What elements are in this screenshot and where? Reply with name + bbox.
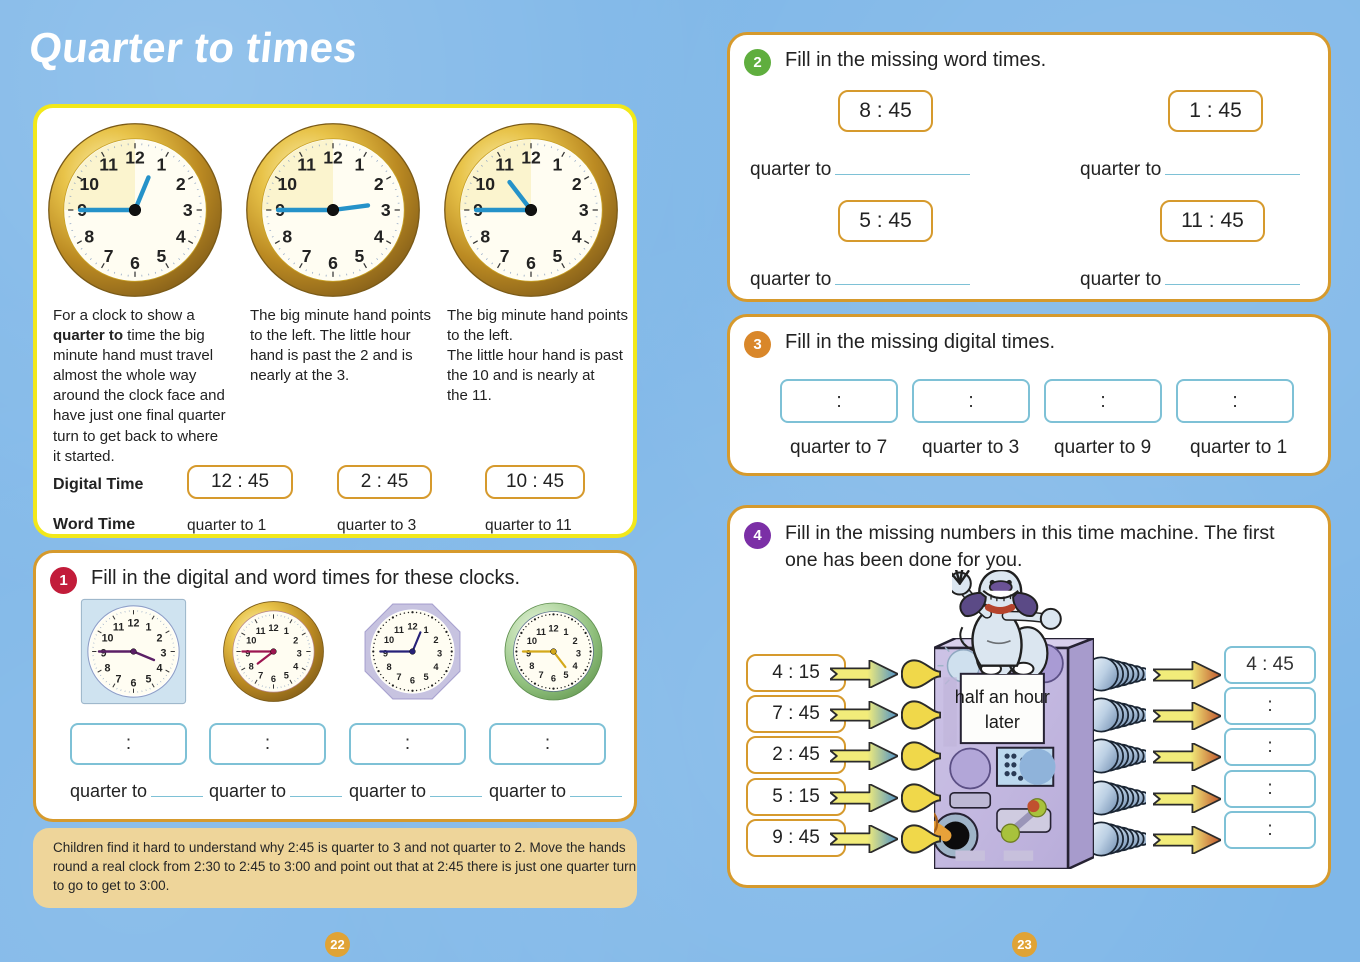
svg-text:5: 5 — [146, 673, 152, 685]
svg-text:3: 3 — [437, 648, 442, 658]
svg-text:4: 4 — [572, 227, 582, 247]
svg-text:2: 2 — [374, 174, 384, 194]
svg-text:7: 7 — [104, 246, 114, 266]
svg-text:6: 6 — [130, 253, 140, 273]
svg-text:10: 10 — [102, 633, 114, 645]
svg-text:11: 11 — [495, 154, 514, 174]
svg-text:7: 7 — [538, 670, 543, 680]
svg-text:8: 8 — [84, 227, 94, 247]
svg-text:9: 9 — [101, 647, 107, 659]
svg-text:5: 5 — [423, 672, 428, 682]
svg-text:6: 6 — [526, 253, 536, 273]
svg-text:4: 4 — [293, 661, 299, 671]
svg-text:3: 3 — [381, 200, 391, 220]
svg-text:4: 4 — [156, 662, 162, 674]
svg-text:4: 4 — [176, 227, 186, 247]
svg-text:8: 8 — [249, 661, 254, 671]
svg-text:2: 2 — [433, 635, 438, 645]
svg-text:7: 7 — [258, 671, 263, 681]
svg-text:11: 11 — [113, 622, 124, 634]
svg-text:1: 1 — [284, 626, 289, 636]
svg-text:10: 10 — [246, 636, 256, 646]
svg-text:5: 5 — [157, 246, 167, 266]
svg-text:8: 8 — [386, 662, 391, 672]
svg-text:5: 5 — [284, 671, 289, 681]
svg-text:1: 1 — [423, 625, 428, 635]
svg-text:9: 9 — [526, 648, 531, 658]
svg-text:7: 7 — [302, 246, 312, 266]
svg-text:5: 5 — [355, 246, 365, 266]
svg-text:8: 8 — [282, 227, 292, 247]
svg-text:8: 8 — [529, 661, 534, 671]
svg-text:11: 11 — [256, 626, 266, 636]
svg-text:2: 2 — [176, 174, 186, 194]
svg-text:3: 3 — [579, 200, 589, 220]
svg-text:3: 3 — [297, 648, 302, 658]
svg-text:later: later — [985, 712, 1020, 732]
svg-text:6: 6 — [131, 677, 137, 689]
svg-text:9: 9 — [245, 648, 250, 658]
svg-text:10: 10 — [79, 174, 99, 194]
svg-text:2: 2 — [293, 636, 298, 646]
svg-text:8: 8 — [480, 227, 490, 247]
svg-text:12: 12 — [125, 147, 145, 167]
svg-text:10: 10 — [527, 636, 537, 646]
svg-text:4: 4 — [573, 661, 579, 671]
svg-text:10: 10 — [384, 635, 394, 645]
svg-text:half an hour: half an hour — [955, 687, 1050, 707]
svg-text:5: 5 — [553, 246, 563, 266]
svg-text:12: 12 — [268, 623, 278, 633]
svg-text:5: 5 — [563, 670, 568, 680]
svg-text:10: 10 — [277, 174, 297, 194]
svg-text:9: 9 — [383, 648, 388, 658]
svg-text:1: 1 — [355, 154, 365, 174]
svg-text:2: 2 — [573, 636, 578, 646]
svg-text:11: 11 — [297, 154, 316, 174]
svg-text:1: 1 — [157, 154, 167, 174]
svg-text:7: 7 — [396, 672, 401, 682]
svg-text:4: 4 — [374, 227, 384, 247]
svg-text:12: 12 — [521, 147, 541, 167]
svg-text:6: 6 — [410, 676, 415, 686]
svg-text:3: 3 — [160, 647, 166, 659]
svg-text:6: 6 — [328, 253, 338, 273]
svg-text:1: 1 — [146, 622, 152, 634]
svg-text:6: 6 — [551, 673, 556, 683]
svg-text:10: 10 — [475, 174, 495, 194]
svg-text:1: 1 — [553, 154, 563, 174]
svg-text:11: 11 — [394, 625, 404, 635]
svg-text:3: 3 — [183, 200, 193, 220]
svg-text:11: 11 — [536, 627, 546, 637]
svg-text:1: 1 — [563, 627, 568, 637]
svg-text:8: 8 — [105, 662, 111, 674]
svg-text:12: 12 — [128, 618, 140, 630]
svg-text:12: 12 — [323, 147, 343, 167]
svg-text:2: 2 — [572, 174, 582, 194]
svg-text:12: 12 — [548, 624, 558, 634]
svg-text:4: 4 — [433, 662, 439, 672]
svg-text:3: 3 — [576, 648, 581, 658]
svg-text:7: 7 — [500, 246, 510, 266]
svg-text:7: 7 — [116, 673, 122, 685]
svg-text:11: 11 — [99, 154, 118, 174]
svg-text:2: 2 — [156, 633, 162, 645]
svg-text:12: 12 — [407, 621, 417, 631]
svg-text:6: 6 — [271, 674, 276, 684]
